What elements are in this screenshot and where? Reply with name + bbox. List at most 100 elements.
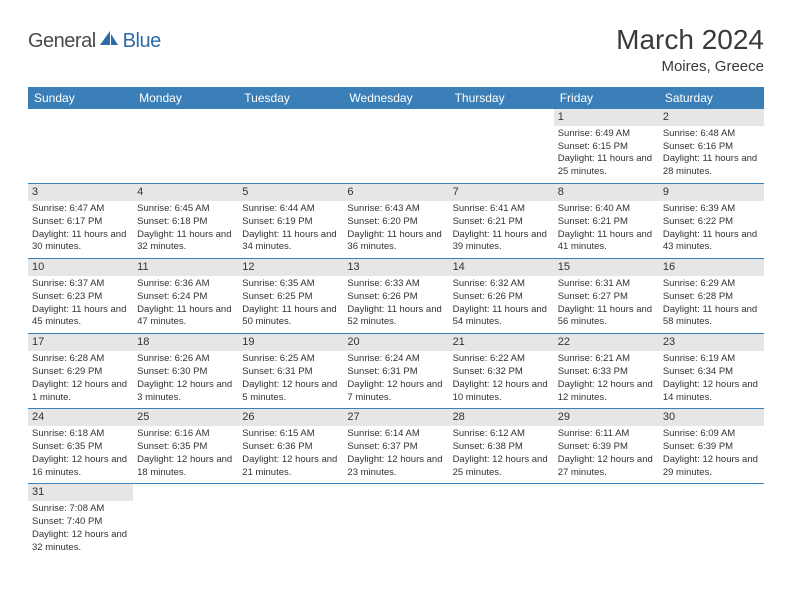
sunrise-text: Sunrise: 6:19 AM [663,353,760,366]
calendar-cell: 10Sunrise: 6:37 AMSunset: 6:23 PMDayligh… [28,259,133,334]
day-number: 24 [28,409,133,426]
day-number: 12 [238,259,343,276]
day-header: Sunday [28,87,133,109]
daylight-text: Daylight: 12 hours and 10 minutes. [453,379,550,405]
calendar-cell: 13Sunrise: 6:33 AMSunset: 6:26 PMDayligh… [343,259,448,334]
day-header: Thursday [449,87,554,109]
daylight-text: Daylight: 11 hours and 30 minutes. [32,229,129,255]
sunrise-text: Sunrise: 6:28 AM [32,353,129,366]
daylight-text: Daylight: 11 hours and 52 minutes. [347,304,444,330]
day-number: 30 [659,409,764,426]
daylight-text: Daylight: 11 hours and 56 minutes. [558,304,655,330]
daylight-text: Daylight: 11 hours and 47 minutes. [137,304,234,330]
sunrise-text: Sunrise: 6:12 AM [453,428,550,441]
sunset-text: Sunset: 6:35 PM [137,441,234,454]
calendar-cell-empty [659,484,764,559]
sunrise-text: Sunrise: 6:15 AM [242,428,339,441]
sunset-text: Sunset: 6:34 PM [663,366,760,379]
day-number: 9 [659,184,764,201]
day-header: Wednesday [343,87,448,109]
day-number: 22 [554,334,659,351]
day-number: 26 [238,409,343,426]
location: Moires, Greece [616,58,764,75]
calendar-body: 1Sunrise: 6:49 AMSunset: 6:15 PMDaylight… [28,109,764,559]
calendar-row: 10Sunrise: 6:37 AMSunset: 6:23 PMDayligh… [28,259,764,334]
day-number: 2 [659,109,764,126]
calendar-cell: 26Sunrise: 6:15 AMSunset: 6:36 PMDayligh… [238,409,343,484]
sunrise-text: Sunrise: 6:31 AM [558,278,655,291]
calendar-cell: 29Sunrise: 6:11 AMSunset: 6:39 PMDayligh… [554,409,659,484]
sunrise-text: Sunrise: 6:39 AM [663,203,760,216]
calendar-cell: 27 Sunrise: 6:14 AMSunset: 6:37 PMDayligh… [343,409,448,484]
page-header: General Blue March 2024 Moires, Greece [28,24,764,75]
calendar-cell: 23Sunrise: 6:19 AMSunset: 6:34 PMDayligh… [659,334,764,409]
day-number: 7 [449,184,554,201]
sunset-text: Sunset: 6:37 PM [347,441,444,454]
calendar-cell: 16Sunrise: 6:29 AMSunset: 6:28 PMDayligh… [659,259,764,334]
calendar-cell: 24Sunrise: 6:18 AMSunset: 6:35 PMDayligh… [28,409,133,484]
sunset-text: Sunset: 6:21 PM [453,216,550,229]
daylight-text: Daylight: 11 hours and 25 minutes. [558,153,655,179]
daylight-text: Daylight: 11 hours and 28 minutes. [663,153,760,179]
sunset-text: Sunset: 6:15 PM [558,141,655,154]
calendar-row: 24Sunrise: 6:18 AMSunset: 6:35 PMDayligh… [28,409,764,484]
month-title: March 2024 [616,24,764,56]
daylight-text: Daylight: 11 hours and 45 minutes. [32,304,129,330]
calendar-cell: 21Sunrise: 6:22 AMSunset: 6:32 PMDayligh… [449,334,554,409]
sunrise-text: Sunrise: 6:36 AM [137,278,234,291]
sunset-text: Sunset: 6:29 PM [32,366,129,379]
calendar-row: 1Sunrise: 6:49 AMSunset: 6:15 PMDaylight… [28,109,764,184]
logo: General Blue [28,30,161,53]
sunset-text: Sunset: 6:36 PM [242,441,339,454]
sunset-text: Sunset: 6:32 PM [453,366,550,379]
calendar-cell: 11Sunrise: 6:36 AMSunset: 6:24 PMDayligh… [133,259,238,334]
daylight-text: Daylight: 12 hours and 23 minutes. [347,454,444,480]
calendar-cell: 8Sunrise: 6:40 AMSunset: 6:21 PMDaylight… [554,184,659,259]
calendar-cell: 19Sunrise: 6:25 AMSunset: 6:31 PMDayligh… [238,334,343,409]
day-number: 15 [554,259,659,276]
sunrise-text: Sunrise: 6:14 AM [347,428,444,441]
sail-icon [100,31,120,52]
day-number: 27 [343,409,448,426]
calendar-cell: 9Sunrise: 6:39 AMSunset: 6:22 PMDaylight… [659,184,764,259]
daylight-text: Daylight: 12 hours and 18 minutes. [137,454,234,480]
sunset-text: Sunset: 6:39 PM [663,441,760,454]
daylight-text: Daylight: 12 hours and 25 minutes. [453,454,550,480]
daylight-text: Daylight: 11 hours and 58 minutes. [663,304,760,330]
day-number: 10 [28,259,133,276]
sunrise-text: Sunrise: 6:24 AM [347,353,444,366]
sunrise-text: Sunrise: 6:16 AM [137,428,234,441]
calendar-cell: 4Sunrise: 6:45 AMSunset: 6:18 PMDaylight… [133,184,238,259]
day-number: 8 [554,184,659,201]
sunset-text: Sunset: 6:28 PM [663,291,760,304]
day-header-row: SundayMondayTuesdayWednesdayThursdayFrid… [28,87,764,109]
calendar-cell-empty [449,109,554,184]
sunset-text: Sunset: 6:35 PM [32,441,129,454]
day-number: 4 [133,184,238,201]
sunrise-text: Sunrise: 6:11 AM [558,428,655,441]
calendar-cell: 20Sunrise: 6:24 AMSunset: 6:31 PMDayligh… [343,334,448,409]
calendar-cell-empty [554,484,659,559]
calendar-cell-empty [133,109,238,184]
sunset-text: Sunset: 6:26 PM [347,291,444,304]
calendar-cell: 30Sunrise: 6:09 AMSunset: 6:39 PMDayligh… [659,409,764,484]
sunrise-text: Sunrise: 6:25 AM [242,353,339,366]
calendar-cell: 18Sunrise: 6:26 AMSunset: 6:30 PMDayligh… [133,334,238,409]
calendar-cell-empty [343,484,448,559]
sunrise-text: Sunrise: 6:26 AM [137,353,234,366]
daylight-text: Daylight: 12 hours and 29 minutes. [663,454,760,480]
daylight-text: Daylight: 11 hours and 32 minutes. [137,229,234,255]
daylight-text: Daylight: 11 hours and 50 minutes. [242,304,339,330]
day-header: Saturday [659,87,764,109]
sunset-text: Sunset: 6:17 PM [32,216,129,229]
calendar-cell: 15Sunrise: 6:31 AMSunset: 6:27 PMDayligh… [554,259,659,334]
day-number: 23 [659,334,764,351]
day-number: 11 [133,259,238,276]
sunrise-text: Sunrise: 6:22 AM [453,353,550,366]
calendar-cell: 1Sunrise: 6:49 AMSunset: 6:15 PMDaylight… [554,109,659,184]
sunrise-text: Sunrise: 6:48 AM [663,128,760,141]
calendar-row: 31Sunrise: 7:08 AMSunset: 7:40 PMDayligh… [28,484,764,559]
day-number: 31 [28,484,133,501]
daylight-text: Daylight: 11 hours and 34 minutes. [242,229,339,255]
calendar-cell-empty [238,484,343,559]
